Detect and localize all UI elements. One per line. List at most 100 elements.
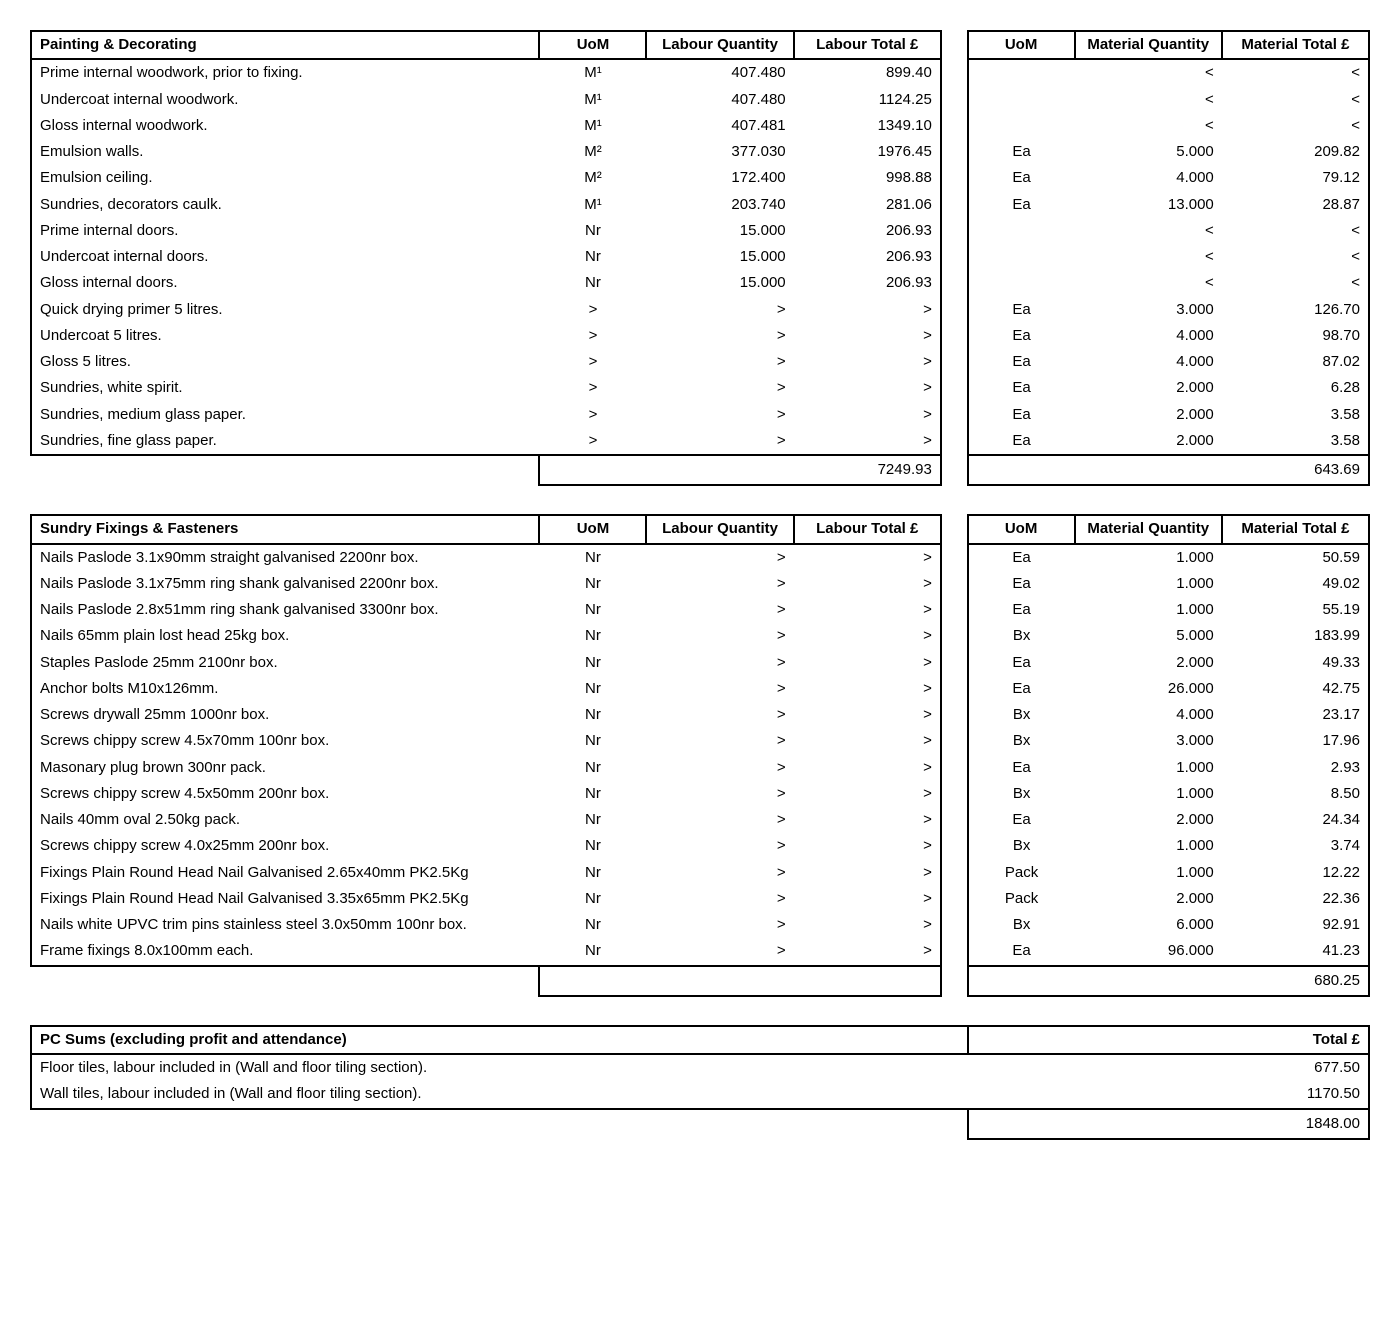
material-total: 643.69 <box>968 455 1369 485</box>
cell-luom: > <box>539 323 646 349</box>
table-row: Floor tiles, labour included in (Wall an… <box>31 1054 1369 1081</box>
cell-mqty: < <box>1075 218 1222 244</box>
cell-lqty: 203.740 <box>646 192 793 218</box>
cell-muom <box>968 270 1075 296</box>
cell-ltot: > <box>794 544 941 571</box>
cell-ltot: > <box>794 755 941 781</box>
cell-mqty: 1.000 <box>1075 571 1222 597</box>
cell-gap <box>941 113 968 139</box>
cell-mqty: 3.000 <box>1075 728 1222 754</box>
cell-mtot: 24.34 <box>1222 807 1369 833</box>
cell-desc: Screws chippy screw 4.0x25mm 200nr box. <box>31 833 539 859</box>
cell-luom: Nr <box>539 676 646 702</box>
cell-mtot: 49.02 <box>1222 571 1369 597</box>
cell-mtot: 6.28 <box>1222 375 1369 401</box>
cell-muom: Ea <box>968 544 1075 571</box>
cell-lqty: > <box>646 375 793 401</box>
cost-table-section: Sundry Fixings & FastenersUoMLabour Quan… <box>30 514 1370 997</box>
cell-mqty: 2.000 <box>1075 402 1222 428</box>
cell-desc: Fixings Plain Round Head Nail Galvanised… <box>31 886 539 912</box>
cell-desc: Screws drywall 25mm 1000nr box. <box>31 702 539 728</box>
cell-mtot: < <box>1222 87 1369 113</box>
cell-mtot: 126.70 <box>1222 297 1369 323</box>
cell-gap <box>941 59 968 86</box>
cell-gap <box>941 912 968 938</box>
pc-header-title: PC Sums (excluding profit and attendance… <box>31 1026 968 1054</box>
cell-ltot: > <box>794 912 941 938</box>
cell-gap <box>941 781 968 807</box>
cell-muom <box>968 59 1075 86</box>
cell-mqty: < <box>1075 270 1222 296</box>
cell-mqty: 4.000 <box>1075 702 1222 728</box>
cost-table: Sundry Fixings & FastenersUoMLabour Quan… <box>30 514 1370 997</box>
cell-mtot: < <box>1222 59 1369 86</box>
cell-luom: Nr <box>539 571 646 597</box>
cell-desc: Sundries, white spirit. <box>31 375 539 401</box>
cell-mtot: 87.02 <box>1222 349 1369 375</box>
cell-mtot: 183.99 <box>1222 623 1369 649</box>
cell-desc: Gloss 5 litres. <box>31 349 539 375</box>
table-row: Screws chippy screw 4.5x50mm 200nr box.N… <box>31 781 1369 807</box>
cell-lqty: > <box>646 402 793 428</box>
cell-luom: Nr <box>539 270 646 296</box>
cell-desc: Sundries, fine glass paper. <box>31 428 539 455</box>
cell-gap <box>941 833 968 859</box>
cell-muom: Ea <box>968 139 1075 165</box>
cell-gap <box>941 571 968 597</box>
cell-lqty: > <box>646 544 793 571</box>
cell-luom: M² <box>539 165 646 191</box>
pc-desc: Floor tiles, labour included in (Wall an… <box>31 1054 968 1081</box>
table-row: Wall tiles, labour included in (Wall and… <box>31 1081 1369 1108</box>
cell-mtot: < <box>1222 244 1369 270</box>
cell-muom: Bx <box>968 833 1075 859</box>
labour-total: 7249.93 <box>539 455 940 485</box>
cell-gap <box>941 402 968 428</box>
cell-muom: Ea <box>968 402 1075 428</box>
totals-row: 7249.93 643.69 <box>31 455 1369 485</box>
table-row: Emulsion ceiling.M²172.400998.88Ea4.0007… <box>31 165 1369 191</box>
cell-muom: Ea <box>968 938 1075 965</box>
cell-luom: > <box>539 428 646 455</box>
header-uom: UoM <box>539 31 646 59</box>
cell-mqty: 6.000 <box>1075 912 1222 938</box>
cell-luom: Nr <box>539 912 646 938</box>
table-row: Staples Paslode 25mm 2100nr box.Nr>>Ea2.… <box>31 650 1369 676</box>
cell-lqty: 15.000 <box>646 270 793 296</box>
cell-mqty: < <box>1075 59 1222 86</box>
cell-luom: Nr <box>539 938 646 965</box>
cell-luom: Nr <box>539 807 646 833</box>
cell-gap <box>941 755 968 781</box>
cell-mqty: 1.000 <box>1075 544 1222 571</box>
cell-mqty: 13.000 <box>1075 192 1222 218</box>
cell-ltot: > <box>794 781 941 807</box>
cell-luom: Nr <box>539 244 646 270</box>
cell-luom: Nr <box>539 218 646 244</box>
cell-ltot: > <box>794 597 941 623</box>
cell-mtot: 55.19 <box>1222 597 1369 623</box>
cell-gap <box>941 87 968 113</box>
cell-gap <box>941 676 968 702</box>
material-total: 680.25 <box>968 966 1369 996</box>
cell-mqty: 2.000 <box>1075 650 1222 676</box>
cell-gap <box>941 323 968 349</box>
cell-lqty: > <box>646 912 793 938</box>
cell-lqty: > <box>646 676 793 702</box>
cell-mqty: < <box>1075 113 1222 139</box>
cell-muom: Ea <box>968 349 1075 375</box>
cell-luom: Nr <box>539 781 646 807</box>
cell-ltot: > <box>794 623 941 649</box>
cell-muom: Ea <box>968 571 1075 597</box>
cell-gap <box>941 297 968 323</box>
cell-gap <box>941 544 968 571</box>
cell-ltot: > <box>794 833 941 859</box>
cell-muom: Ea <box>968 755 1075 781</box>
cell-gap <box>941 597 968 623</box>
cell-mqty: 1.000 <box>1075 833 1222 859</box>
cell-ltot: 206.93 <box>794 244 941 270</box>
cell-mtot: < <box>1222 113 1369 139</box>
cell-mtot: 3.74 <box>1222 833 1369 859</box>
cell-luom: M¹ <box>539 87 646 113</box>
cell-lqty: > <box>646 702 793 728</box>
cell-gap <box>941 192 968 218</box>
cell-mqty: 2.000 <box>1075 428 1222 455</box>
